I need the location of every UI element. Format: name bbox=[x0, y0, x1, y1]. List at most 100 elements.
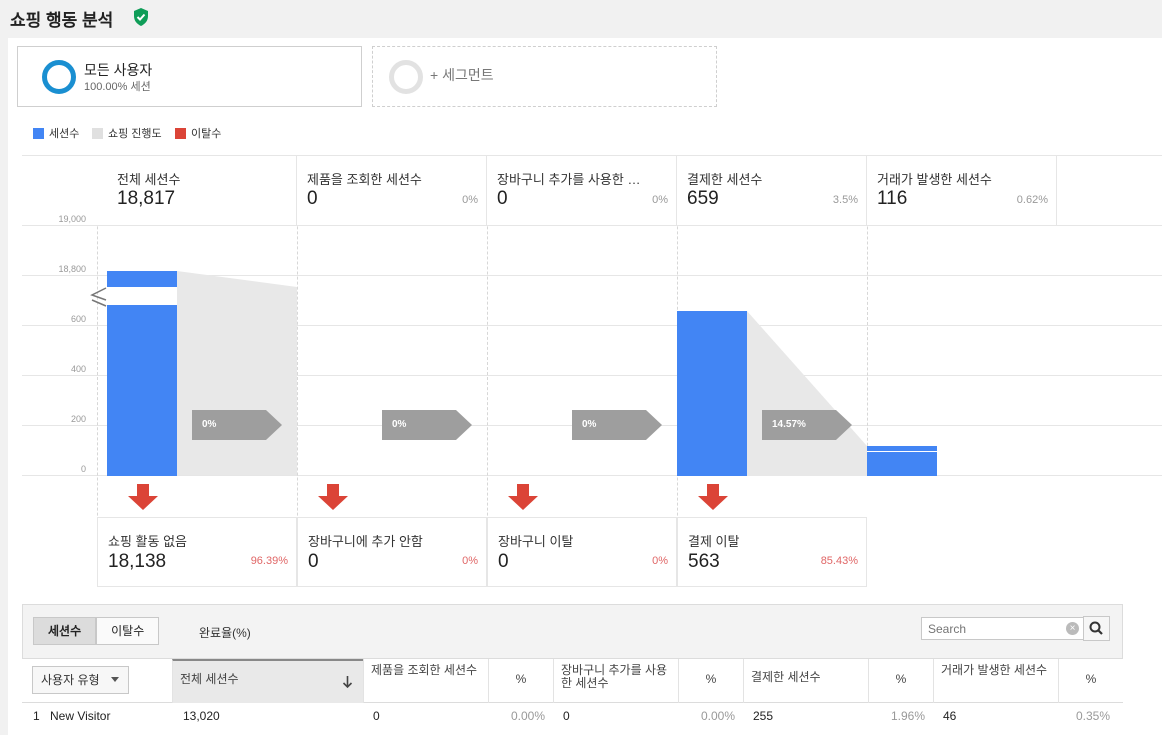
segment-title: 모든 사용자 bbox=[84, 62, 153, 78]
cell-all-sessions: 13,020 bbox=[183, 709, 220, 723]
stage-label: 제품을 조회한 세션수 bbox=[307, 172, 422, 187]
cell-percent: 0.00% bbox=[510, 709, 545, 723]
column-add-to-cart[interactable]: 장바구니 추가를 사용한 세션수 bbox=[553, 659, 678, 703]
search-input[interactable] bbox=[921, 617, 1085, 640]
stage-separator bbox=[97, 156, 98, 586]
add-segment-button[interactable]: + 세그먼트 bbox=[372, 46, 717, 107]
legend-label: 쇼핑 진행도 bbox=[108, 128, 162, 140]
exit-no-add-to-cart[interactable]: 장바구니에 추가 안함 0 0% bbox=[297, 517, 487, 587]
grid-line bbox=[22, 275, 1162, 276]
progress-flow-area bbox=[177, 305, 297, 475]
progress-rate-arrow: 0% bbox=[382, 410, 472, 440]
stage-header-checkout: 결제한 세션수 659 3.5% bbox=[677, 156, 867, 226]
exit-value: 18,138 bbox=[108, 551, 167, 572]
stage-header-add-to-cart: 장바구니 추가를 사용한 세... 0 0% bbox=[487, 156, 677, 226]
legend-swatch bbox=[175, 127, 186, 139]
stage-separator bbox=[297, 156, 298, 586]
stage-percent: 0% bbox=[652, 194, 668, 206]
progress-rate-arrow: 0% bbox=[192, 410, 282, 440]
segment-all-users[interactable]: 모든 사용자 100.00% 세션 bbox=[17, 46, 362, 107]
exit-label: 장바구니 이탈 bbox=[498, 534, 574, 549]
exit-checkout-abandon[interactable]: 결제 이탈 563 85.43% bbox=[677, 517, 867, 587]
table-row[interactable]: 1 New Visitor 13,020 0 0.00% 0 0.00% 255… bbox=[22, 703, 1123, 735]
progress-rate-arrow: 14.57% bbox=[762, 410, 852, 440]
stage-header-all-sessions: 전체 세션수 18,817 bbox=[97, 156, 297, 226]
y-tick-label: 200 bbox=[70, 414, 86, 424]
column-transaction[interactable]: 거래가 발생한 세션수 bbox=[933, 659, 1058, 703]
cell-add-to-cart: 0 bbox=[563, 709, 570, 723]
column-all-sessions[interactable]: 전체 세션수 bbox=[172, 659, 363, 703]
cell-transaction: 46 bbox=[943, 709, 957, 723]
column-label: 전체 세션수 bbox=[180, 672, 239, 686]
dimension-label: 사용자 유형 bbox=[41, 673, 100, 687]
row-user-type[interactable]: New Visitor bbox=[50, 709, 111, 723]
grid-line bbox=[22, 325, 1162, 326]
column-checkout[interactable]: 결제한 세션수 bbox=[743, 659, 868, 703]
column-product-view[interactable]: 제품을 조회한 세션수 bbox=[363, 659, 488, 703]
stage-value: 18,817 bbox=[117, 188, 176, 209]
legend-swatch bbox=[33, 127, 44, 139]
stage-label: 장바구니 추가를 사용한 세... bbox=[497, 172, 642, 187]
y-tick-label: 0 bbox=[80, 464, 86, 474]
exit-arrow-icon bbox=[698, 484, 728, 510]
tab-sessions[interactable]: 세션수 bbox=[33, 617, 97, 645]
progress-flow-taper bbox=[177, 271, 297, 305]
stage-percent: 0% bbox=[462, 194, 478, 206]
column-percent[interactable]: % bbox=[678, 659, 743, 703]
column-percent[interactable]: % bbox=[488, 659, 553, 703]
stage-value: 116 bbox=[877, 188, 908, 209]
cell-checkout: 255 bbox=[753, 709, 774, 723]
exit-arrow-icon bbox=[318, 484, 348, 510]
segment-ring-icon bbox=[42, 60, 76, 94]
stage-label: 전체 세션수 bbox=[117, 172, 181, 187]
stage-label: 결제한 세션수 bbox=[687, 172, 763, 187]
y-tick-label: 19,000 bbox=[58, 214, 86, 224]
stage-header-transaction: 거래가 발생한 세션수 116 0.62% bbox=[867, 156, 1057, 226]
grid-line bbox=[22, 155, 1162, 156]
exit-arrow-icon bbox=[128, 484, 158, 510]
legend-sessions: 세션수 bbox=[33, 125, 79, 141]
clear-search-icon[interactable]: × bbox=[1066, 622, 1079, 635]
search-button[interactable] bbox=[1083, 616, 1110, 641]
exit-percent: 0% bbox=[652, 555, 668, 567]
exit-percent: 0% bbox=[462, 555, 478, 567]
cell-product-view: 0 bbox=[373, 709, 380, 723]
legend-label: 세션수 bbox=[49, 128, 80, 140]
stage-percent: 0.62% bbox=[1016, 194, 1048, 206]
exit-value: 563 bbox=[688, 551, 720, 572]
bar-all-sessions-top[interactable] bbox=[107, 271, 177, 287]
stage-value: 659 bbox=[687, 188, 719, 209]
exit-no-shopping[interactable]: 쇼핑 활동 없음 18,138 96.39% bbox=[97, 517, 297, 587]
legend-exits: 이탈수 bbox=[175, 125, 221, 141]
bar-checkout[interactable] bbox=[677, 311, 747, 476]
exit-label: 결제 이탈 bbox=[688, 534, 740, 549]
grid-line bbox=[22, 475, 1162, 476]
cell-percent: 0.00% bbox=[700, 709, 735, 723]
stage-label: 거래가 발생한 세션수 bbox=[877, 172, 992, 187]
exit-label: 쇼핑 활동 없음 bbox=[108, 534, 187, 549]
bar-divider bbox=[867, 451, 937, 452]
grid-line bbox=[22, 375, 1162, 376]
dimension-select[interactable]: 사용자 유형 bbox=[32, 666, 129, 694]
column-percent[interactable]: % bbox=[868, 659, 933, 703]
bar-all-sessions[interactable] bbox=[107, 305, 177, 476]
page-title: 쇼핑 행동 분석 bbox=[10, 11, 114, 30]
exit-cart-abandon[interactable]: 장바구니 이탈 0 0% bbox=[487, 517, 677, 587]
exit-percent: 85.43% bbox=[820, 555, 858, 567]
column-percent[interactable]: % bbox=[1058, 659, 1123, 703]
metric-tabs: 세션수 이탈수 bbox=[33, 617, 160, 645]
table-header: 사용자 유형 전체 세션수 제품을 조회한 세션수 % 장바구니 추가를 사용한… bbox=[22, 658, 1123, 703]
progress-flow-taper bbox=[747, 311, 867, 476]
tab-exits[interactable]: 이탈수 bbox=[96, 617, 160, 645]
tab-completion-rate[interactable]: 완료율(%) bbox=[199, 626, 251, 640]
progress-rate-arrow: 0% bbox=[572, 410, 662, 440]
axis-break-icon bbox=[90, 287, 107, 307]
empty-segment-ring-icon bbox=[389, 60, 423, 94]
cell-percent: 0.35% bbox=[1075, 709, 1110, 723]
exit-value: 0 bbox=[308, 551, 319, 572]
search-icon bbox=[1089, 621, 1103, 635]
stage-separator bbox=[487, 156, 488, 586]
sort-desc-icon bbox=[342, 676, 353, 689]
stage-value: 0 bbox=[497, 188, 508, 209]
exit-arrow-icon bbox=[508, 484, 538, 510]
